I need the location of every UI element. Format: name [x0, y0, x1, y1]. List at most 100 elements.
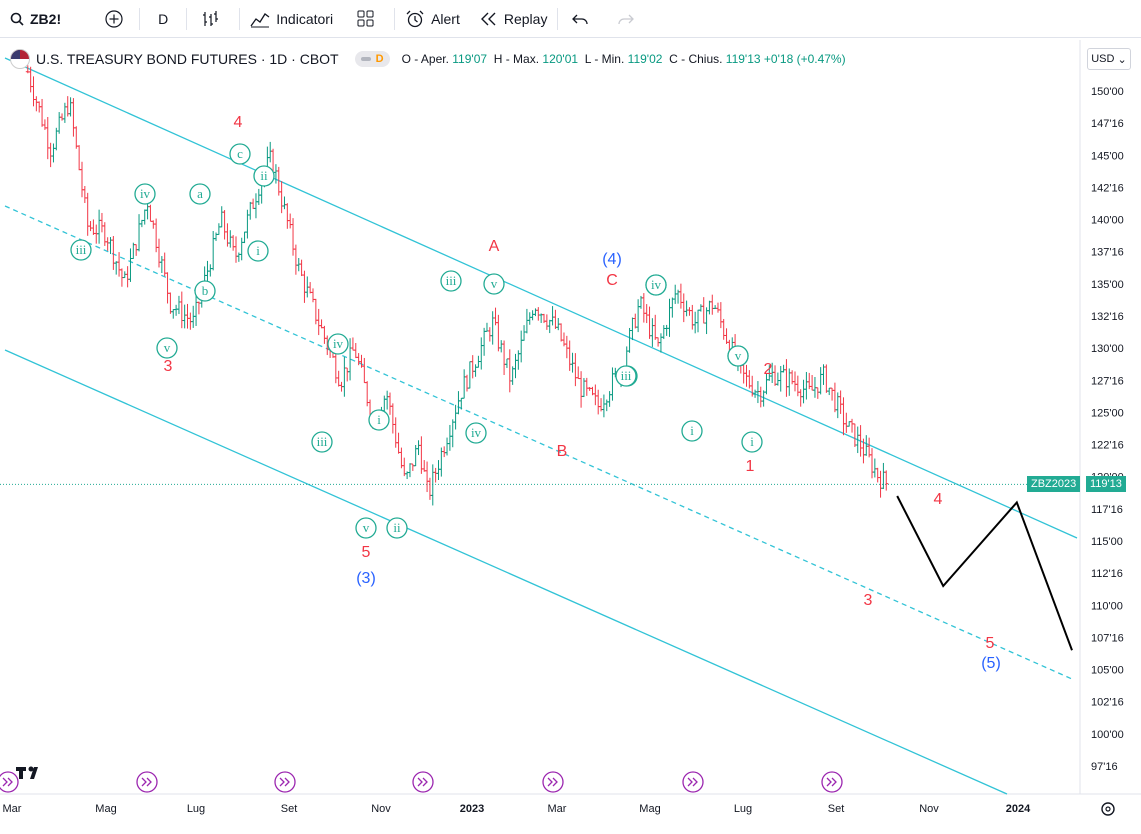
price-tick-label: 100'00	[1091, 729, 1124, 741]
ohlc-bar	[242, 231, 247, 244]
ohlc-bar	[108, 237, 113, 254]
svg-text:iii: iii	[317, 434, 328, 449]
toolbar-divider	[394, 7, 396, 30]
ohlc-bar	[319, 319, 324, 329]
ohlc-bar	[194, 295, 199, 326]
ohlc-bar	[507, 349, 512, 393]
ohlc-bar	[427, 477, 432, 500]
event-marker-icon[interactable]	[821, 771, 843, 793]
data-status-pill[interactable]: D	[354, 51, 390, 67]
wave-label: 4	[234, 114, 243, 131]
ohlc-bar	[291, 218, 296, 256]
ohlc-bar	[690, 304, 695, 330]
indicators-button[interactable]: Indicatori	[240, 0, 343, 38]
event-marker-icon[interactable]	[0, 771, 19, 793]
ohlc-bar	[148, 204, 153, 222]
ohlc-bar	[504, 358, 509, 368]
ohlc-bar	[388, 392, 393, 415]
ohlc-bar	[79, 161, 84, 198]
ohlc-bar	[875, 467, 880, 483]
ohlc-bar	[473, 364, 478, 377]
chart-pane[interactable]: U.S. TREASURY BOND FUTURES · 1D · CBOT D…	[0, 40, 1141, 834]
ohlc-bar	[273, 164, 278, 184]
circle-wave-label: iii	[311, 431, 333, 453]
circle-wave-label: v	[483, 273, 505, 295]
ohlc-bar	[704, 307, 709, 335]
ohlc-bar	[256, 188, 261, 205]
ohlc-bar	[68, 97, 73, 117]
ohlc-bar	[239, 237, 244, 261]
ohlc-bar	[650, 318, 655, 347]
ohlc-bar	[601, 394, 606, 418]
channel-upper-line	[4, 57, 1078, 539]
event-marker-icon[interactable]	[274, 771, 296, 793]
wave-label: 5	[986, 635, 995, 652]
compare-button[interactable]	[95, 0, 139, 38]
ohlc-bar	[71, 98, 76, 137]
event-marker-icon[interactable]	[542, 771, 564, 793]
chart-type-button[interactable]	[187, 0, 239, 38]
redo-button[interactable]	[608, 0, 650, 38]
ohlc-bar	[479, 337, 484, 370]
symbol-search[interactable]: ZB2!	[0, 0, 71, 38]
ohlc-bar	[231, 235, 236, 251]
event-marker-icon[interactable]	[136, 771, 158, 793]
price-chart[interactable]: 150'00 147'16 145'00 142'16 140'00 137'16 135'…	[0, 40, 1141, 834]
last-price-tag: 119'13	[1086, 476, 1126, 493]
ohlc-bar	[419, 436, 424, 474]
circle-wave-label: iv	[134, 183, 156, 205]
channel-middle-line	[4, 205, 1073, 680]
price-tick-label: 150'00	[1091, 86, 1124, 98]
alert-button[interactable]: Alert	[395, 0, 470, 38]
ohlc-bar	[450, 419, 455, 448]
ohlc-bar	[57, 112, 62, 134]
ohlc-bar	[48, 142, 53, 168]
ohlc-bar	[117, 252, 122, 277]
ohlc-bar	[790, 370, 795, 385]
price-tick-label: 105'00	[1091, 665, 1124, 677]
ohlc-bar	[168, 292, 173, 314]
wave-label: (5)	[981, 655, 1001, 672]
toolbar-divider	[139, 7, 141, 30]
ohlc-bar	[804, 371, 809, 400]
circle-wave-label: i	[681, 420, 703, 442]
event-marker-icon[interactable]	[682, 771, 704, 793]
ohlc-bar	[171, 309, 176, 319]
price-tick-label: 137'16	[1091, 247, 1124, 259]
ohlc-bar	[778, 366, 783, 392]
ohlc-bar	[390, 403, 395, 434]
ohlc-bar	[773, 365, 778, 386]
ohlc-bar	[610, 367, 615, 401]
wave-label: (4)	[602, 251, 622, 268]
ohlc-bar	[781, 364, 786, 373]
layouts-button[interactable]	[343, 0, 394, 38]
ohlc-bar	[627, 327, 632, 353]
ohlc-bar	[396, 432, 401, 454]
ohlc-bar	[670, 297, 675, 318]
settings-gear-icon[interactable]	[1101, 802, 1115, 816]
wave-label: 5	[362, 544, 371, 561]
ohlc-bar	[51, 143, 56, 163]
undo-button[interactable]	[558, 0, 608, 38]
replay-button[interactable]: Replay	[470, 0, 558, 38]
svg-text:a: a	[197, 186, 203, 201]
ohlc-bar	[884, 470, 889, 491]
svg-text:iv: iv	[471, 425, 482, 440]
svg-text:iv: iv	[333, 336, 344, 351]
ohlc-bar	[815, 387, 820, 399]
currency-select[interactable]: USD ⌄	[1087, 48, 1131, 70]
interval-button[interactable]: D	[140, 0, 186, 38]
ohlc-bar	[407, 463, 412, 478]
ohlc-bar	[336, 370, 341, 387]
top-toolbar: ZB2! D Indicatori Alert Replay	[0, 0, 1141, 38]
event-marker-icon[interactable]	[412, 771, 434, 793]
ohlc-bar	[282, 196, 287, 210]
ohlc-bar	[45, 116, 50, 160]
ohlc-bar	[456, 391, 461, 415]
ohlc-bar	[832, 382, 837, 413]
ohlc-bar	[410, 463, 415, 471]
circle-wave-label: iii	[70, 239, 92, 261]
price-tick-label: 102'16	[1091, 697, 1124, 709]
circle-wave-label: iv	[327, 333, 349, 355]
ohlc-bar	[299, 259, 304, 277]
